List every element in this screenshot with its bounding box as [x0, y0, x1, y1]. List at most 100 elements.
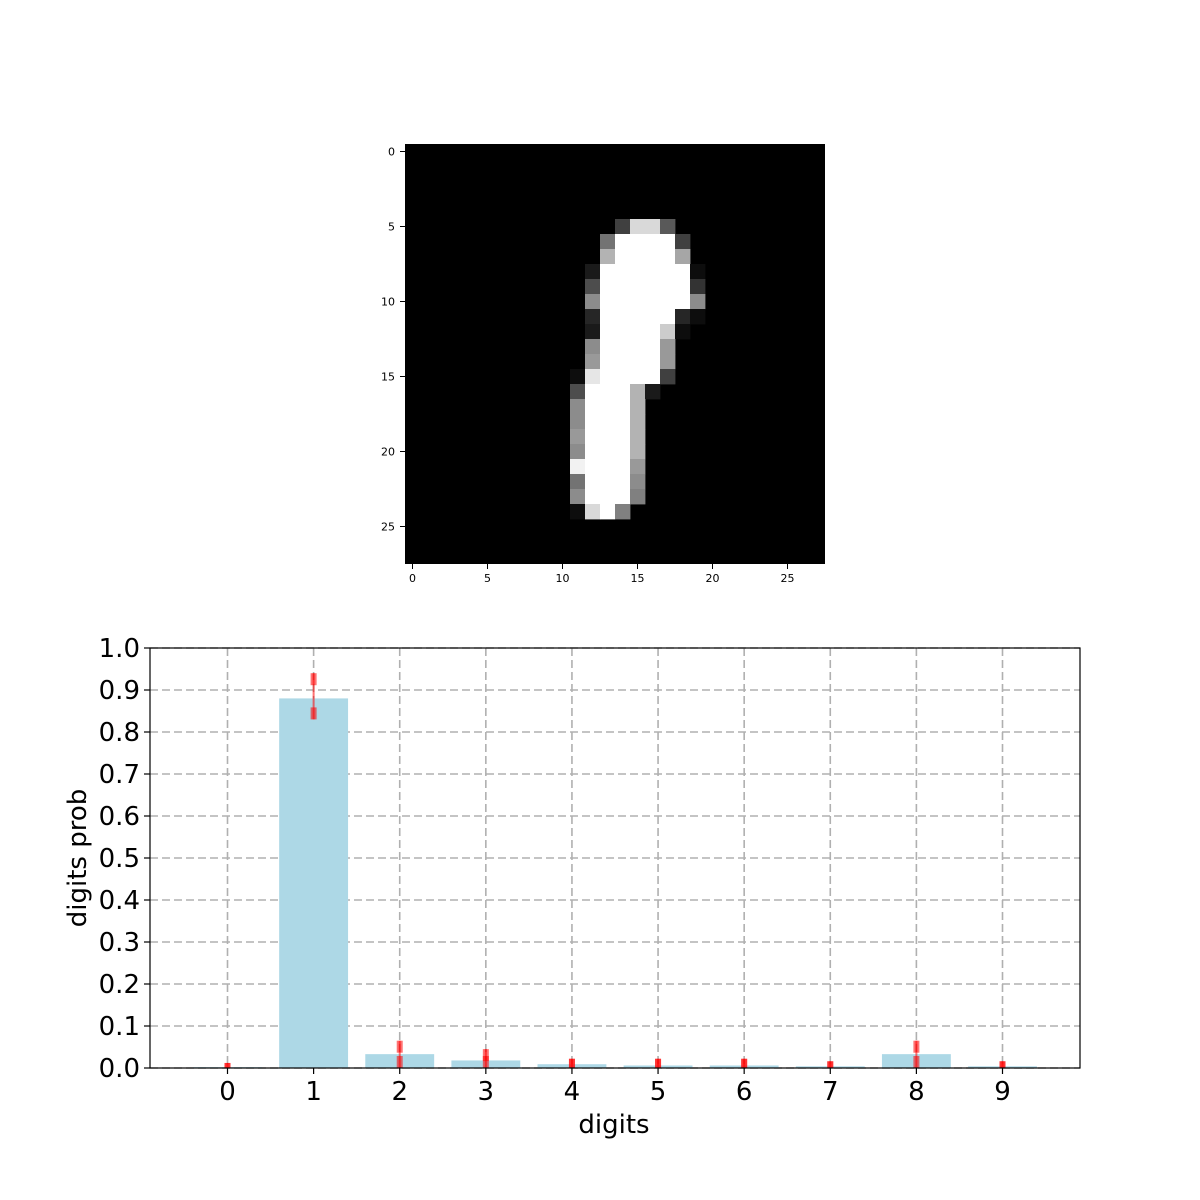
digit-probability-chart: 0.0 0.1 0.2 0.3 0.4 0.5 0.6 0.7 0.8 0.9 1.0 0 1 2 3 4 5 6… [63, 634, 1081, 1140]
image-pixel [585, 444, 601, 460]
image-pixel [645, 249, 661, 265]
image-pixel [690, 279, 706, 295]
image-pixel [645, 384, 661, 400]
image-pixel [600, 399, 616, 415]
image-pixel [645, 369, 661, 385]
image-pixel [630, 219, 646, 235]
y-tick-label: 0.2 [99, 970, 140, 1000]
x-tick-label: 8 [908, 1077, 925, 1107]
image-pixel [600, 264, 616, 280]
image-pixel [570, 414, 586, 430]
axes: 0.0 0.1 0.2 0.3 0.4 0.5 0.6 0.7 0.8 0.9 1.0 0 1 2 3 4 5 6… [99, 634, 1081, 1107]
image-pixel [600, 489, 616, 505]
image-pixel [570, 399, 586, 415]
x-tick-label: 3 [478, 1077, 495, 1107]
image-pixel [630, 459, 646, 475]
image-pixel [600, 429, 616, 445]
y-tick-label: 0.8 [99, 718, 140, 748]
image-pixel [600, 234, 616, 250]
image-pixel [630, 279, 646, 295]
image-pixel [585, 264, 601, 280]
image-pixel [660, 264, 676, 280]
image-pixel [585, 504, 601, 520]
image-pixel [660, 279, 676, 295]
image-pixel [615, 444, 631, 460]
y-tick-label: 0.4 [99, 886, 140, 916]
image-x-tick-label: 10 [556, 572, 570, 585]
image-pixel [675, 309, 691, 325]
image-y-tick-label: 5 [388, 221, 395, 234]
x-tick-label: 1 [305, 1077, 322, 1107]
image-pixel [585, 309, 601, 325]
image-pixel [690, 309, 706, 325]
error-cap-bottom-8 [913, 1056, 920, 1068]
image-x-tick-label: 5 [484, 572, 491, 585]
image-pixel [615, 384, 631, 400]
image-pixel [585, 369, 601, 385]
image-pixel [585, 384, 601, 400]
image-x-tick-label: 15 [631, 572, 645, 585]
image-pixel [630, 234, 646, 250]
image-pixel [660, 249, 676, 265]
image-pixel [630, 429, 646, 445]
x-tick-label: 0 [219, 1077, 236, 1107]
image-pixel [615, 504, 631, 520]
image-pixel [615, 459, 631, 475]
image-pixel [585, 414, 601, 430]
image-pixel [585, 324, 601, 340]
image-pixel [615, 414, 631, 430]
image-pixel [660, 324, 676, 340]
error-cap-top-8 [913, 1040, 920, 1053]
image-pixel [615, 309, 631, 325]
image-y-tick-label: 15 [381, 371, 395, 384]
error-cap-bottom-4 [568, 1058, 575, 1068]
image-pixel [660, 219, 676, 235]
image-y-tick-label: 25 [381, 521, 395, 534]
y-tick-label: 0.1 [99, 1012, 140, 1042]
image-pixel [585, 399, 601, 415]
image-y-tick-label: 20 [381, 446, 395, 459]
image-pixel [630, 354, 646, 370]
image-pixel [615, 474, 631, 490]
y-tick-label: 0.0 [99, 1054, 140, 1084]
error-cap-top-3 [482, 1049, 489, 1062]
image-pixel [570, 429, 586, 445]
y-tick-label: 0.9 [99, 676, 140, 706]
image-pixel [615, 339, 631, 355]
image-pixel [615, 219, 631, 235]
image-y-tick-label: 0 [388, 146, 395, 159]
y-axis-label: digits prob [63, 789, 93, 928]
image-pixel [675, 264, 691, 280]
image-pixel [615, 429, 631, 445]
error-cap-bottom-0 [224, 1062, 231, 1068]
image-pixel [585, 459, 601, 475]
image-pixel [690, 264, 706, 280]
image-pixel [630, 309, 646, 325]
image-pixel [585, 339, 601, 355]
image-pixel [615, 324, 631, 340]
grid [150, 647, 1080, 1069]
y-tick-label: 1.0 [99, 634, 140, 664]
image-pixel [600, 444, 616, 460]
image-pixel [615, 294, 631, 310]
image-y-tick-label: 10 [381, 296, 395, 309]
image-pixel [600, 309, 616, 325]
image-pixel [600, 474, 616, 490]
x-tick-label: 4 [564, 1077, 581, 1107]
image-pixel [675, 294, 691, 310]
image-pixel [585, 279, 601, 295]
image-pixel [630, 294, 646, 310]
image-pixel [615, 369, 631, 385]
image-pixel [630, 339, 646, 355]
error-cap-top-1 [310, 673, 317, 686]
image-pixel [645, 279, 661, 295]
image-pixel [615, 234, 631, 250]
image-pixel [600, 459, 616, 475]
image-pixel [570, 384, 586, 400]
image-pixel [630, 384, 646, 400]
image-pixel [615, 354, 631, 370]
x-tick-label: 7 [822, 1077, 839, 1107]
y-tick-label: 0.7 [99, 760, 140, 790]
image-x-tick-label: 0 [409, 572, 416, 585]
image-pixel [615, 399, 631, 415]
